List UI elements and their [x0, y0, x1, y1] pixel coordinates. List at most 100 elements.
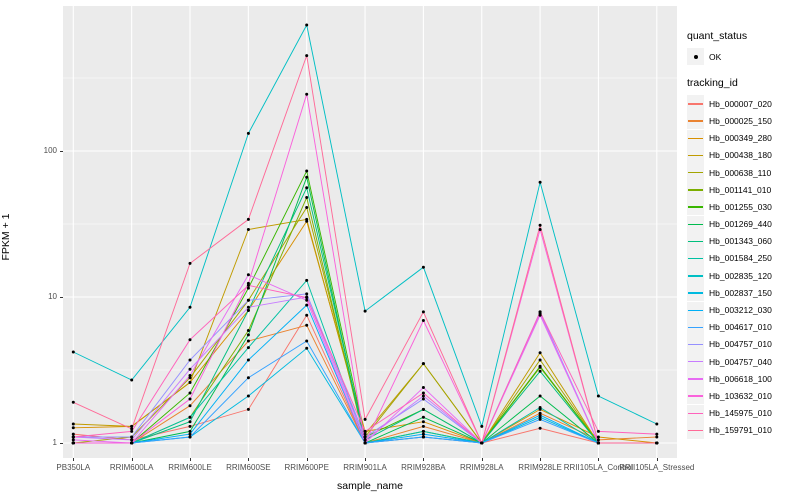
data-point	[305, 217, 309, 221]
data-point	[130, 378, 134, 382]
data-point	[421, 435, 425, 439]
legend-key-line-icon	[687, 335, 704, 353]
legend-item-label: Hb_002837_150	[709, 287, 772, 298]
data-point	[188, 429, 192, 433]
data-point	[71, 441, 75, 445]
legend-entries: Hb_000007_020 Hb_000025_150 Hb_000349_280 H…	[687, 95, 799, 439]
data-point	[538, 364, 542, 368]
y-tick-mark	[60, 443, 63, 444]
legend-key-line-icon	[687, 404, 704, 422]
legend-item-label: Hb_000349_280	[709, 133, 772, 144]
legend-item-label: Hb_000007_020	[709, 98, 772, 109]
data-point	[363, 435, 367, 439]
x-tick-label: PB350LA	[56, 463, 91, 472]
x-tick-label: RRIM901LA	[343, 463, 387, 472]
y-tick-label: 1	[52, 438, 57, 447]
data-point	[188, 432, 192, 436]
legend-key-line-icon	[687, 284, 704, 302]
data-point	[538, 406, 542, 409]
legend-item: Hb_000438_180	[687, 146, 799, 164]
legend-key-line-icon	[687, 164, 704, 182]
data-point	[188, 261, 192, 265]
legend-item: Hb_000638_110	[687, 164, 799, 182]
data-point	[130, 438, 134, 442]
legend-key-line-icon	[687, 318, 704, 336]
data-point	[71, 438, 75, 442]
data-point	[246, 394, 250, 398]
data-point	[71, 432, 75, 436]
x-tick-label: RRII105LA_Stressed	[619, 463, 695, 472]
x-tick-mark	[73, 458, 75, 461]
data-point	[538, 313, 542, 317]
x-tick-label: RRIM928LA	[459, 463, 504, 472]
legend-key-line-icon	[687, 421, 704, 439]
data-point	[421, 391, 425, 395]
data-point	[130, 427, 134, 431]
legend-item-label: Hb_000025_150	[709, 115, 772, 126]
legend-key-line-icon	[687, 353, 704, 371]
data-point	[246, 358, 250, 362]
data-point	[188, 374, 192, 377]
legend-key-line-icon	[687, 232, 704, 250]
legend-item-label: Hb_159791_010	[709, 425, 772, 436]
data-point	[305, 92, 309, 96]
data-point	[188, 404, 192, 408]
data-point	[188, 358, 192, 362]
data-point	[363, 432, 367, 436]
data-point	[305, 346, 309, 350]
data-point	[246, 273, 250, 277]
legend-item-label: Hb_001269_440	[709, 219, 772, 230]
data-point	[246, 333, 250, 337]
data-point	[538, 228, 542, 231]
data-point	[130, 441, 134, 445]
data-point	[421, 362, 425, 366]
legend: quant_status OK tracking_id Hb_000007_02…	[687, 30, 799, 439]
x-tick-mark	[656, 458, 658, 461]
data-point	[305, 54, 309, 58]
legend-item-label: Hb_001343_060	[709, 236, 772, 247]
legend-item: Hb_002837_150	[687, 284, 799, 302]
data-point	[421, 424, 425, 428]
legend-item: Hb_006618_100	[687, 370, 799, 388]
data-point	[305, 23, 309, 27]
legend-item: Hb_000007_020	[687, 95, 799, 113]
data-point	[305, 186, 309, 190]
data-point	[246, 407, 250, 411]
data-point	[188, 424, 192, 428]
data-point	[596, 429, 600, 433]
data-point	[363, 429, 367, 433]
x-tick-label: RRII105LA_Control	[563, 463, 634, 472]
legend-key-line-icon	[687, 267, 704, 285]
data-point	[655, 432, 659, 436]
data-point	[71, 426, 75, 430]
data-point	[421, 386, 425, 389]
data-point	[421, 310, 425, 314]
legend-title-tracking-id: tracking_id	[687, 77, 738, 90]
data-point	[246, 298, 250, 302]
data-point	[246, 283, 250, 287]
x-tick-mark	[540, 458, 542, 461]
legend-item-label: Hb_004617_010	[709, 322, 772, 333]
data-point	[538, 426, 542, 430]
data-point	[305, 298, 309, 302]
data-point	[421, 429, 425, 433]
data-point	[246, 228, 250, 231]
data-point	[538, 417, 542, 421]
data-point	[188, 305, 192, 309]
data-point	[421, 265, 425, 269]
data-point	[421, 415, 425, 419]
data-point	[71, 435, 75, 439]
legend-item-label: Hb_000438_180	[709, 150, 772, 161]
chart-svg	[63, 6, 677, 458]
x-tick-mark	[423, 458, 425, 461]
data-point	[538, 180, 542, 184]
data-point	[363, 417, 367, 421]
data-point	[71, 422, 75, 426]
x-tick-mark	[306, 458, 308, 461]
data-point	[246, 286, 250, 290]
data-point	[188, 420, 192, 424]
data-point	[596, 441, 600, 445]
data-point	[305, 278, 309, 282]
data-point	[538, 394, 542, 398]
